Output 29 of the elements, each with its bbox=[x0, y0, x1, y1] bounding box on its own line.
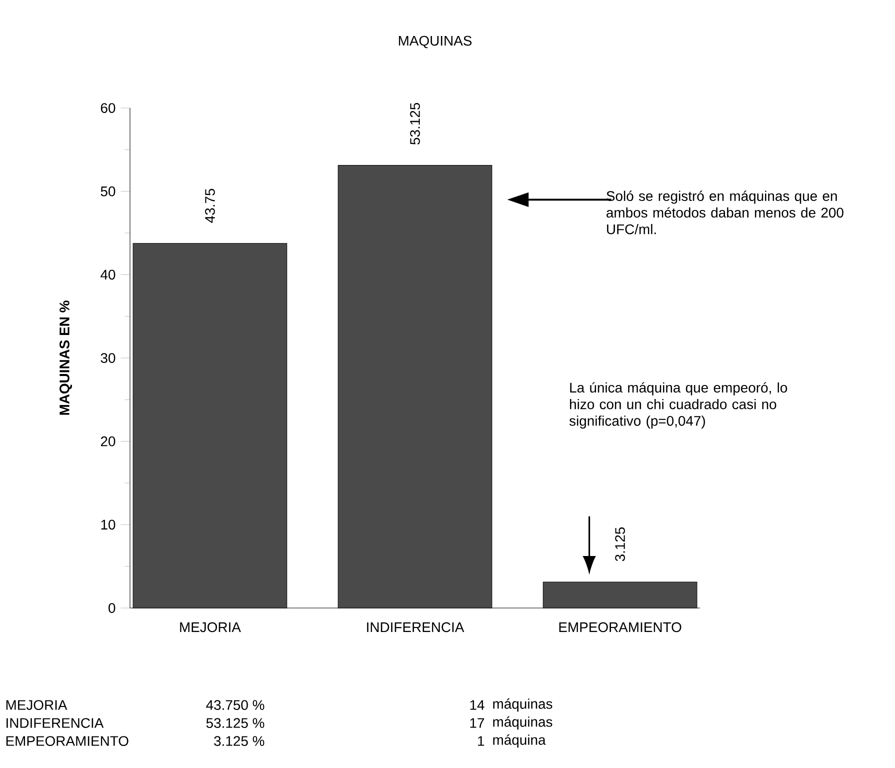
y-axis-title: MAQUINAS EN % bbox=[60, 300, 72, 415]
text: 14 bbox=[470, 700, 484, 710]
data-label: 3.125 bbox=[615, 527, 625, 562]
x-tick-label: MEJORIA bbox=[180, 622, 241, 632]
x-tick-label: EMPEORAMIENTO bbox=[559, 622, 682, 632]
text: 17 bbox=[470, 718, 484, 728]
text: 3.125 % bbox=[214, 736, 264, 746]
y-tick-label: 30 bbox=[100, 353, 116, 363]
y-tick-label: 60 bbox=[100, 103, 116, 113]
y-tick-label: 40 bbox=[100, 270, 116, 280]
text: EMPEORAMIENTO bbox=[6, 736, 128, 746]
annotation: Soló se registró en máquinas que en ambos métodos daban menos de 200 UFC/ml. bbox=[606, 190, 844, 234]
y-tick-label: 0 bbox=[108, 603, 116, 613]
x-tick-label: INDIFERENCIA bbox=[367, 622, 464, 632]
text: 43.750 % bbox=[206, 700, 264, 710]
y-tick-label: 50 bbox=[100, 186, 116, 196]
text: 1 bbox=[478, 736, 484, 746]
text: 53.125 % bbox=[206, 718, 264, 728]
y-tick-label: 10 bbox=[101, 520, 116, 530]
text: MEJORIA bbox=[6, 700, 68, 710]
data-label: 53.125 bbox=[410, 102, 420, 144]
text: máquina bbox=[493, 734, 546, 748]
text: INDIFERENCIA bbox=[6, 718, 104, 728]
annotation: La única máquina que empeoró, lo hizo con un chi cuadrado casi no significativo (p=0,047) bbox=[569, 382, 788, 429]
chart-title: MAQUINAS bbox=[398, 36, 472, 48]
y-tick-label: 20 bbox=[100, 436, 116, 446]
text: máquinas bbox=[493, 698, 552, 712]
text: máquinas bbox=[493, 716, 552, 730]
data-label: 43.75 bbox=[205, 188, 215, 223]
